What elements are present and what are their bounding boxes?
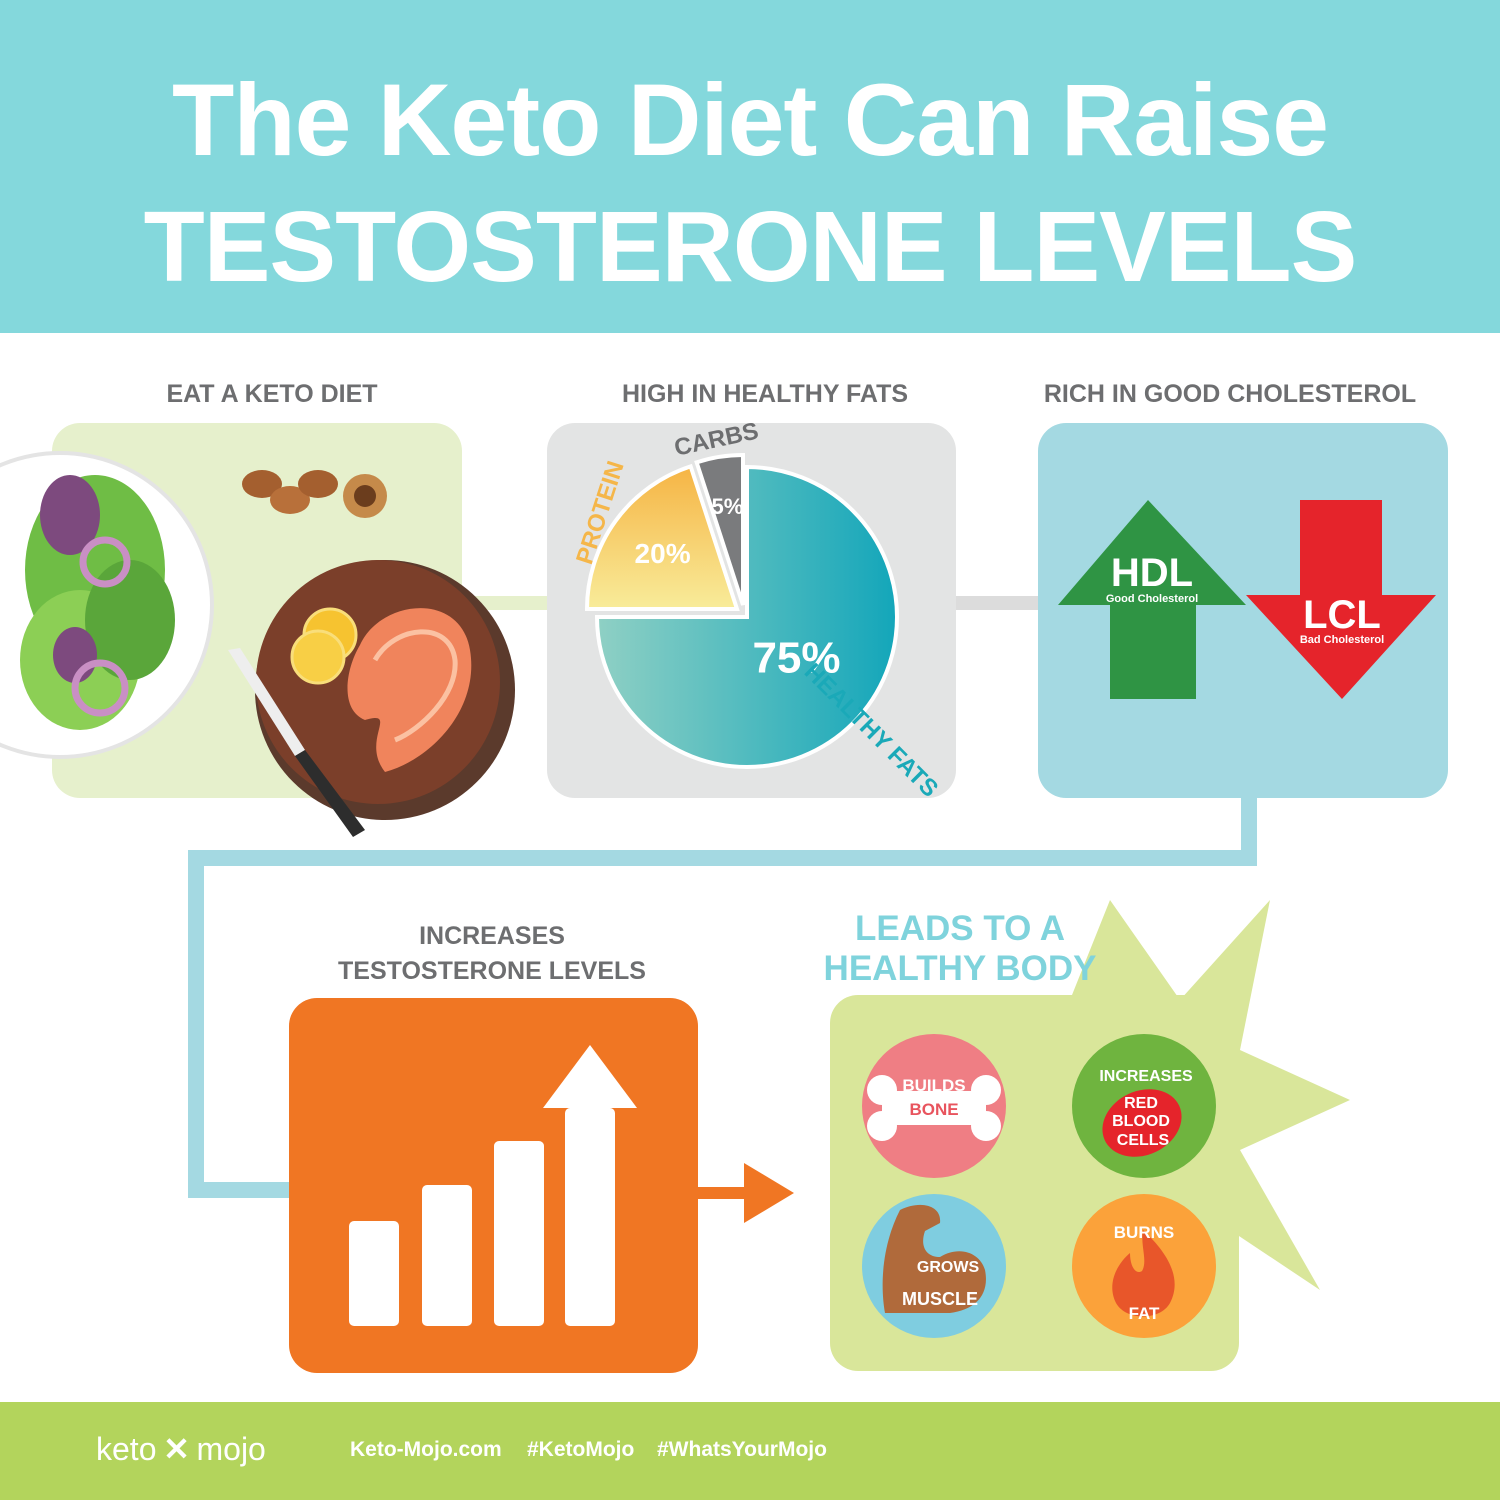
- benefits-grid: BUILDS BONE INCREASES RED BLOOD CELLS GR…: [862, 1034, 1216, 1338]
- healthy-body-title-line2: HEALTHY BODY: [823, 949, 1097, 988]
- ldl-label: LCL: [1303, 593, 1381, 637]
- hdl-label: HDL: [1111, 551, 1193, 595]
- healthy-body-title: LEADS TO A HEALTHY BODY: [790, 909, 1130, 989]
- page-title-line2: TESTOSTERONE LEVELS: [143, 191, 1358, 303]
- salmon-icon: [347, 608, 472, 772]
- pie-value-healthy-fats: 75%: [752, 633, 840, 682]
- rbc-label-line4: CELLS: [1117, 1132, 1170, 1149]
- footer-bar: [0, 1402, 1500, 1500]
- arrow-to-healthy-head: [744, 1163, 794, 1223]
- fat-label-line1: BURNS: [1114, 1223, 1174, 1242]
- step-cholesterol-label: RICH IN GOOD CHOLESTEROL: [1043, 380, 1417, 408]
- step-testosterone-label-line2: TESTOSTERONE LEVELS: [338, 957, 646, 985]
- knife-icon: [228, 648, 365, 837]
- footer-website[interactable]: Keto-Mojo.com: [350, 1438, 502, 1461]
- salad-icon: [20, 475, 175, 730]
- step-eat-label: EAT A KETO DIET: [166, 380, 378, 408]
- rbc-label-line1: INCREASES: [1099, 1068, 1193, 1085]
- pie-value-carbs: 5%: [711, 494, 743, 519]
- cholesterol-arrows: HDL Good Cholesterol LCL Bad Cholesterol: [1058, 500, 1436, 699]
- header-banner: [0, 0, 1500, 333]
- brand-logo: keto ✕ mojo: [96, 1430, 266, 1468]
- nuts-icon: [242, 470, 387, 518]
- pie-slice-carbs: [694, 452, 745, 606]
- lemon-icon: [290, 607, 358, 685]
- healthy-body-title-line1: LEADS TO A: [854, 909, 1066, 948]
- step-fats-label: HIGH IN HEALTHY FATS: [621, 380, 909, 408]
- step-testosterone-label-line1: INCREASES: [419, 922, 565, 950]
- brand-logo-left: keto: [96, 1431, 157, 1467]
- footer-hashtag-ketomojo[interactable]: #KetoMojo: [527, 1438, 635, 1461]
- connector-fats-cholesterol: [950, 596, 1045, 610]
- bone-icon: [867, 1075, 1001, 1141]
- muscle-label-line2: MUSCLE: [902, 1289, 978, 1309]
- pie-slice-healthy-fats: [594, 464, 899, 769]
- food-illustration: [0, 451, 515, 837]
- rbc-label-line2: RED: [1124, 1095, 1158, 1112]
- rbc-benefit: INCREASES RED BLOOD CELLS: [1072, 1034, 1216, 1178]
- muscle-label-line1: GROWS: [917, 1259, 980, 1276]
- hdl-up-arrow-icon: [1058, 500, 1246, 699]
- muscle-benefit: GROWS MUSCLE: [862, 1194, 1006, 1338]
- page-title-line1: The Keto Diet Can Raise: [172, 63, 1329, 177]
- fat-benefit: BURNS FAT: [1072, 1194, 1216, 1338]
- connector-cholesterol-testosterone: [188, 795, 1257, 1198]
- rbc-label-line3: BLOOD: [1112, 1113, 1170, 1130]
- fat-label-line2: FAT: [1129, 1304, 1160, 1323]
- footer-hashtag-whatsyourmojo[interactable]: #WhatsYourMojo: [657, 1438, 827, 1461]
- bone-label-line1: BUILDS: [902, 1076, 965, 1095]
- brand-logo-right: mojo: [196, 1431, 266, 1467]
- pie-slice-protein: [584, 463, 740, 611]
- flame-icon: [1112, 1230, 1175, 1317]
- bone-label-line2: BONE: [909, 1100, 958, 1119]
- blood-cell-icon: [1102, 1089, 1182, 1157]
- flexed-arm-icon: [882, 1204, 986, 1313]
- ldl-sublabel: Bad Cholesterol: [1300, 634, 1384, 646]
- ldl-down-arrow-icon: [1246, 500, 1436, 699]
- pie-value-protein: 20%: [635, 538, 691, 569]
- brand-x-icon: ✕: [163, 1431, 190, 1467]
- bone-benefit: BUILDS BONE: [862, 1034, 1006, 1178]
- rising-bars-icon: [349, 1045, 637, 1326]
- hdl-sublabel: Good Cholesterol: [1106, 593, 1198, 605]
